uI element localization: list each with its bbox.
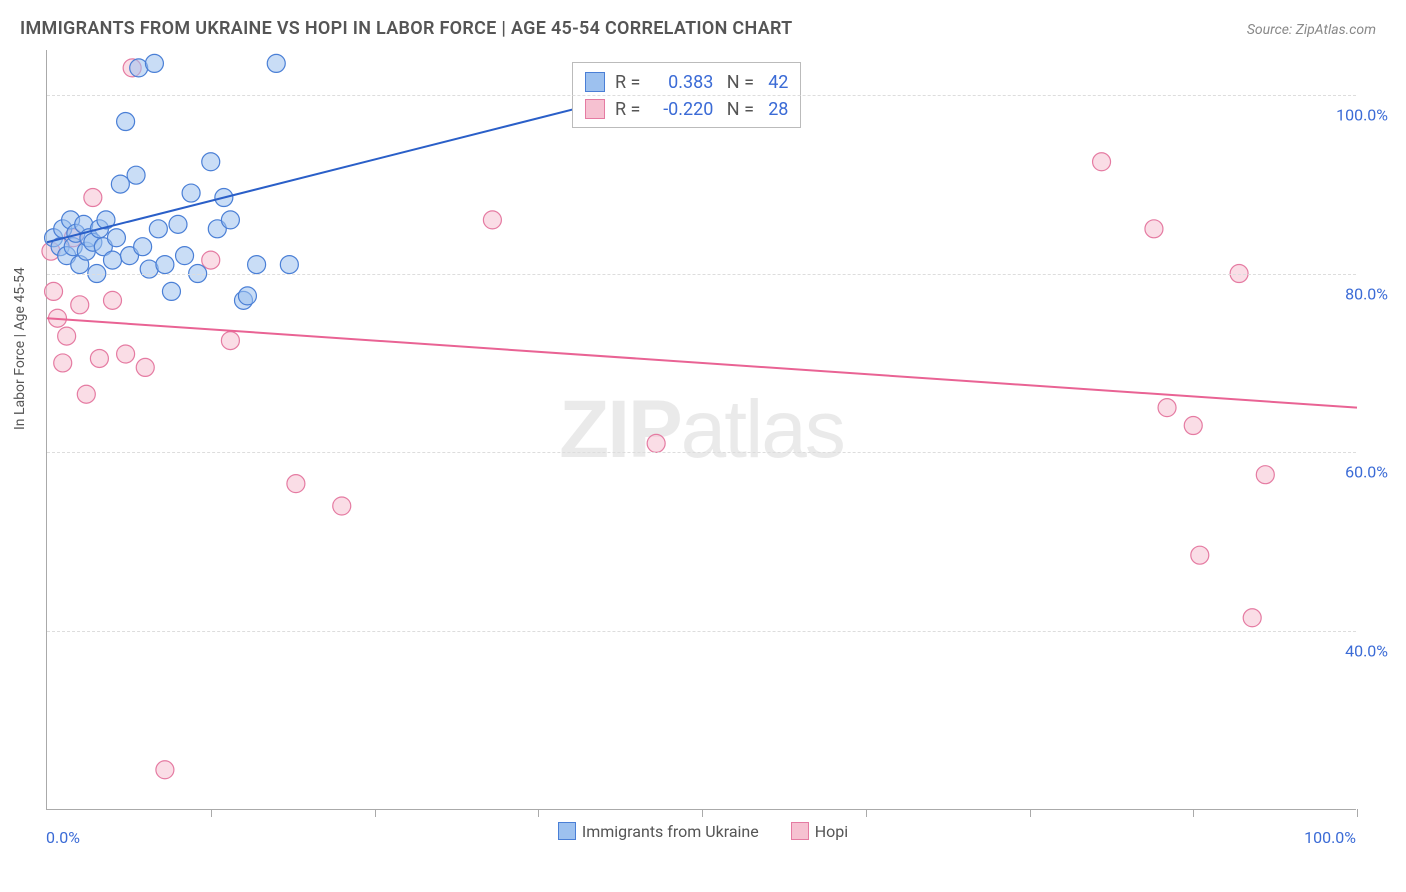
data-point <box>1243 609 1261 627</box>
legend-label-2: Hopi <box>815 822 848 841</box>
legend-item-1: Immigrants from Ukraine <box>558 822 763 841</box>
data-point <box>647 434 665 452</box>
legend-swatch-2 <box>791 822 809 840</box>
data-point <box>156 761 174 779</box>
data-point <box>280 256 298 274</box>
data-point <box>287 475 305 493</box>
legend-swatch-1 <box>558 822 576 840</box>
trend-line <box>47 318 1357 407</box>
data-point <box>149 220 167 238</box>
legend-item-2: Hopi <box>791 822 848 841</box>
gridline-h <box>47 274 1356 275</box>
stats-swatch-1 <box>585 72 605 92</box>
stats-n-1: 42 <box>758 69 788 96</box>
x-tick <box>1193 809 1194 817</box>
y-tick-label: 100.0% <box>1336 105 1388 124</box>
stats-row-series2: R = -0.220 N = 28 <box>585 96 788 123</box>
data-point <box>145 54 163 72</box>
x-tick <box>702 809 703 817</box>
data-point <box>1191 546 1209 564</box>
data-point <box>45 282 63 300</box>
data-point <box>71 296 89 314</box>
data-point <box>58 327 76 345</box>
y-axis-label: In Labor Force | Age 45-54 <box>12 267 28 430</box>
data-point <box>248 256 266 274</box>
data-point <box>136 358 154 376</box>
x-tick <box>538 809 539 817</box>
y-tick-label: 60.0% <box>1345 463 1388 482</box>
data-point <box>162 282 180 300</box>
data-point <box>333 497 351 515</box>
legend-label-1: Immigrants from Ukraine <box>582 822 759 841</box>
x-tick <box>1357 809 1358 817</box>
source-attribution: Source: ZipAtlas.com <box>1247 22 1376 38</box>
y-tick-label: 80.0% <box>1345 284 1388 303</box>
data-point <box>117 113 135 131</box>
stats-r-2: -0.220 <box>649 96 713 123</box>
data-point <box>1184 417 1202 435</box>
data-point <box>221 332 239 350</box>
data-point <box>176 247 194 265</box>
data-point <box>84 189 102 207</box>
data-point <box>221 211 239 229</box>
data-point <box>1158 399 1176 417</box>
x-tick <box>1030 809 1031 817</box>
data-point <box>134 238 152 256</box>
data-point <box>104 251 122 269</box>
data-point <box>483 211 501 229</box>
data-point <box>202 153 220 171</box>
data-point <box>111 175 129 193</box>
data-point <box>238 287 256 305</box>
stats-row-series1: R = 0.383 N = 42 <box>585 69 788 96</box>
data-point <box>107 229 125 247</box>
gridline-h <box>47 631 1356 632</box>
data-point <box>54 354 72 372</box>
legend: Immigrants from Ukraine Hopi <box>0 822 1406 841</box>
stats-r-1: 0.383 <box>649 69 713 96</box>
data-point <box>267 54 285 72</box>
data-point <box>104 291 122 309</box>
plot-area: ZIPatlas R = 0.383 N = 42 R = -0.220 N =… <box>46 50 1356 810</box>
x-tick <box>866 809 867 817</box>
gridline-h <box>47 452 1356 453</box>
data-point <box>1256 466 1274 484</box>
data-point <box>202 251 220 269</box>
data-point <box>182 184 200 202</box>
data-point <box>117 345 135 363</box>
stats-swatch-2 <box>585 99 605 119</box>
data-point <box>1093 153 1111 171</box>
data-point <box>1145 220 1163 238</box>
data-point <box>169 215 187 233</box>
data-point <box>156 256 174 274</box>
stats-n-2: 28 <box>758 96 788 123</box>
data-point <box>77 385 95 403</box>
scatter-svg <box>47 50 1356 809</box>
x-tick <box>211 809 212 817</box>
gridline-h <box>47 95 1356 96</box>
data-point <box>90 349 108 367</box>
data-point <box>127 166 145 184</box>
y-tick-label: 40.0% <box>1345 642 1388 661</box>
chart-title: IMMIGRANTS FROM UKRAINE VS HOPI IN LABOR… <box>20 18 793 39</box>
x-tick <box>375 809 376 817</box>
